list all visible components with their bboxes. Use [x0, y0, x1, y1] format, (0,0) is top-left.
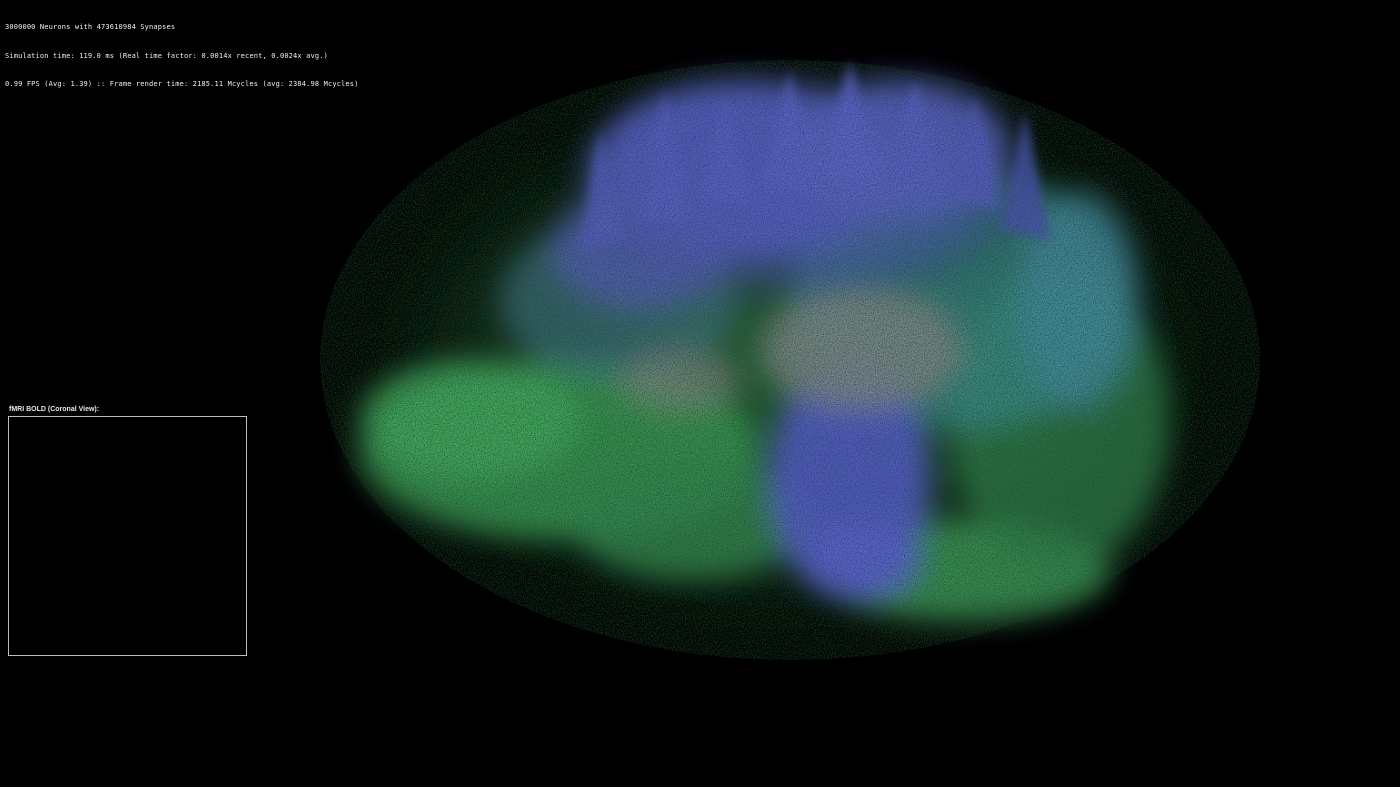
fmri-bold-coronal-panel[interactable] [8, 416, 247, 656]
fiber-texture [320, 60, 1260, 660]
fmri-panel-label: fMRI BOLD (Coronal View): [9, 406, 100, 413]
fps-render-time-text: 0.99 FPS (Avg: 1.39) :: Frame render tim… [5, 80, 359, 88]
neuron-count-text: 3000000 Neurons with 473610984 Synapses [5, 23, 176, 31]
simulation-time-text: Simulation time: 119.0 ms (Real time fac… [5, 51, 328, 60]
stats-overlay: 3000000 Neurons with 473610984 Synapses … [5, 4, 359, 109]
